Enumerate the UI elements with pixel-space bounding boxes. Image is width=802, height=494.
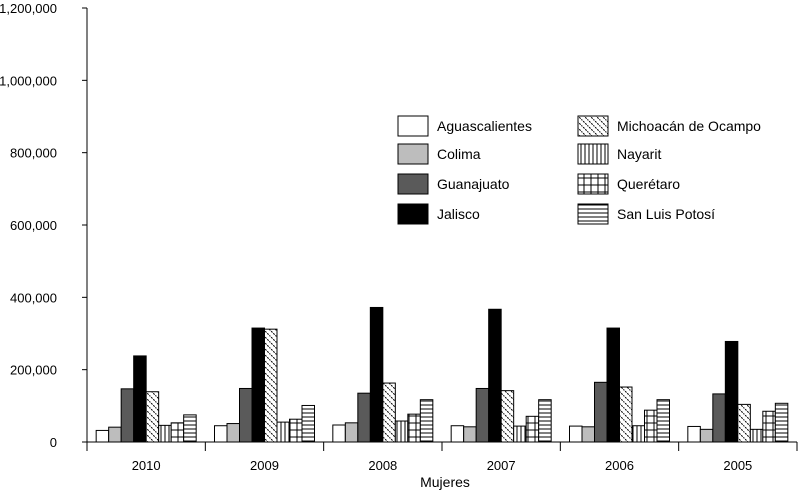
legend-label-guanajuato: Guanajuato xyxy=(437,176,510,192)
bar-michoac-n-de-ocampo-2005 xyxy=(737,403,751,443)
y-tick-label: 400,000 xyxy=(10,290,57,305)
y-tick-label: 0 xyxy=(50,435,57,450)
x-axis-title: Mujeres xyxy=(420,474,470,490)
legend-swatch-quer-taro xyxy=(577,173,609,195)
legend-swatch-michoac-n-de-ocampo xyxy=(577,115,609,137)
x-tick-label: 2010 xyxy=(132,458,161,473)
bar-aguascalientes-2009 xyxy=(214,425,228,443)
bar-nayarit-2006 xyxy=(631,425,645,443)
bar-aguascalientes-2005 xyxy=(687,425,701,443)
bar-jalisco-2007 xyxy=(488,308,502,443)
bar-quer-taro-2007 xyxy=(525,415,540,443)
y-axis: 0 200,000 400,000 600,000 800,000 1,000,000 1,… xyxy=(0,1,88,450)
legend-swatch-guanajuato xyxy=(397,173,429,195)
bar-quer-taro-2008 xyxy=(407,413,421,443)
bar-nayarit-2005 xyxy=(749,428,764,443)
bar-guanajuato-2010 xyxy=(120,388,135,443)
bar-jalisco-2009 xyxy=(251,327,265,443)
bar-quer-taro-2005 xyxy=(762,410,776,443)
bar-san-luis-potos--2008 xyxy=(419,399,434,443)
x-tick-label: 2006 xyxy=(605,458,634,473)
bar-san-luis-potos--2009 xyxy=(301,404,315,443)
legend-swatch-san-luis-potos- xyxy=(577,203,609,225)
bar-nayarit-2009 xyxy=(276,421,290,443)
bar-michoac-n-de-ocampo-2008 xyxy=(382,382,396,443)
bar-nayarit-2008 xyxy=(394,420,409,443)
bar-quer-taro-2006 xyxy=(644,409,658,443)
bar-colima-2005 xyxy=(699,428,714,443)
y-tick-label: 1,200,000 xyxy=(0,1,57,16)
y-tick-label: 200,000 xyxy=(10,363,57,378)
bar-guanajuato-2008 xyxy=(357,392,371,443)
bar-jalisco-2006 xyxy=(606,327,620,443)
bar-guanajuato-2007 xyxy=(475,387,490,443)
y-tick-label: 800,000 xyxy=(10,146,57,161)
x-tick-label: 2008 xyxy=(368,458,397,473)
bar-aguascalientes-2010 xyxy=(95,429,110,443)
bar-jalisco-2005 xyxy=(724,340,739,443)
legend-label-quer-taro: Querétaro xyxy=(617,176,680,192)
bar-michoac-n-de-ocampo-2007 xyxy=(500,390,515,443)
bar-colima-2007 xyxy=(463,426,477,443)
legend-swatch-jalisco xyxy=(397,203,429,225)
bar-michoac-n-de-ocampo-2010 xyxy=(145,391,160,443)
legend: Aguascalientes Colima Guanajuato Jalisco Mic… xyxy=(397,115,761,225)
bar-aguascalientes-2006 xyxy=(569,425,583,443)
bar-quer-taro-2009 xyxy=(289,418,303,443)
x-axis: 2010 2009 2008 2007 2006 2005 xyxy=(86,441,798,473)
x-tick-label: 2007 xyxy=(487,458,516,473)
bar-michoac-n-de-ocampo-2006 xyxy=(619,386,633,443)
bars xyxy=(95,306,789,443)
bar-michoac-n-de-ocampo-2009 xyxy=(264,328,278,443)
legend-label-michoac-n-de-ocampo: Michoacán de Ocampo xyxy=(617,118,761,134)
bar-quer-taro-2010 xyxy=(170,422,185,443)
bar-guanajuato-2005 xyxy=(712,393,726,443)
bar-guanajuato-2009 xyxy=(239,387,253,443)
bar-nayarit-2007 xyxy=(513,425,527,443)
legend-label-jalisco: Jalisco xyxy=(437,206,480,222)
bar-guanajuato-2006 xyxy=(594,381,608,443)
legend-label-nayarit: Nayarit xyxy=(617,146,661,162)
legend-swatch-nayarit xyxy=(577,143,609,165)
bar-san-luis-potos--2010 xyxy=(183,414,197,443)
legend-label-aguascalientes: Aguascalientes xyxy=(437,118,532,134)
bar-san-luis-potos--2005 xyxy=(774,402,789,443)
legend-label-colima: Colima xyxy=(437,146,481,162)
bar-colima-2006 xyxy=(581,426,595,443)
y-tick-label: 1,000,000 xyxy=(0,73,57,88)
legend-label-san-luis-potos-: San Luis Potosí xyxy=(617,206,715,222)
bar-aguascalientes-2008 xyxy=(332,424,346,443)
legend-swatch-colima xyxy=(397,143,429,165)
y-tick-label: 600,000 xyxy=(10,218,57,233)
bar-colima-2008 xyxy=(344,422,359,443)
bar-jalisco-2010 xyxy=(133,355,147,443)
bar-aguascalientes-2007 xyxy=(450,425,465,443)
x-tick-label: 2009 xyxy=(250,458,279,473)
bar-colima-2009 xyxy=(226,423,240,443)
bar-jalisco-2008 xyxy=(369,306,384,443)
bar-colima-2010 xyxy=(108,426,122,443)
bar-nayarit-2010 xyxy=(158,424,172,443)
x-tick-label: 2005 xyxy=(723,458,752,473)
legend-swatch-aguascalientes xyxy=(397,115,429,137)
bar-san-luis-potos--2006 xyxy=(656,399,670,443)
bar-san-luis-potos--2007 xyxy=(538,399,552,443)
